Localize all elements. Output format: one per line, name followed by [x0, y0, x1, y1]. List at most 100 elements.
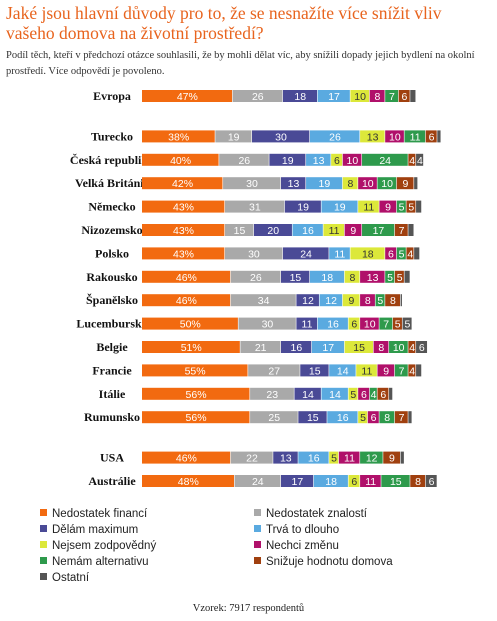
- data-label-polsko-nemam-alternativu: 5: [399, 248, 405, 260]
- data-label-australie-nechci-zmenu: 11: [365, 476, 376, 488]
- data-label-polsko-trva-to-dlouho: 11: [334, 248, 345, 260]
- bar-rumunsko-nejsem-zodpovedny: [358, 411, 368, 424]
- bar-italie-ostatni: [389, 387, 393, 400]
- data-label-usa-delam-maximum: 13: [280, 453, 292, 465]
- bar-polsko-nechci-zmenu: [385, 247, 397, 260]
- bar-nemecko-nechci-zmenu: [379, 200, 397, 213]
- data-label-italie-nemam-alternativu: 4: [371, 389, 377, 401]
- bar-velka-britanie-trva-to-dlouho: [306, 177, 343, 190]
- bar-rumunsko-nechci-zmenu: [367, 411, 379, 424]
- data-label-usa-snizuje-hodnotu-domova: 9: [389, 453, 395, 465]
- data-label-velka-britanie-delam-maximum: 13: [288, 178, 300, 190]
- data-label-polsko-snizuje-hodnotu-domova: 4: [407, 248, 413, 260]
- bar-velka-britanie-snizuje-hodnotu-domova: [396, 177, 414, 190]
- category-label-evropa: Evropa: [93, 89, 131, 103]
- bar-spanelsko-nedostatek-znalosti: [230, 294, 296, 307]
- bar-polsko-nemam-alternativu: [396, 247, 406, 260]
- data-label-nizozemsko-trva-to-dlouho: 16: [302, 225, 314, 237]
- data-label-lucembursko-delam-maximum: 11: [302, 319, 313, 331]
- legend-item-trva-to-dlouho: Trvá to dlouho: [254, 524, 339, 536]
- data-label-usa-trva-to-dlouho: 16: [308, 453, 320, 465]
- data-label-rumunsko-delam-maximum: 15: [307, 412, 319, 424]
- bar-rumunsko-nemam-alternativu: [379, 411, 395, 424]
- bar-turecko-trva-to-dlouho: [309, 130, 360, 143]
- bar-nemecko-ostatni: [416, 200, 422, 213]
- data-label-ceska-republika-nechci-zmenu: 10: [347, 155, 359, 167]
- bar-evropa-ostatni: [410, 90, 416, 102]
- bar-rakousko-nejsem-zodpovedny: [344, 270, 360, 283]
- bar-ceska-republika-nemam-alternativu: [362, 153, 408, 166]
- bar-ceska-republika-nejsem-zodpovedny: [331, 153, 343, 166]
- data-label-ceska-republika-delam-maximum: 19: [282, 155, 294, 167]
- data-label-evropa-snizuje-hodnotu-domova: 6: [402, 91, 408, 103]
- bar-nizozemsko-trva-to-dlouho: [292, 224, 323, 236]
- data-label-francie-nedostatek-znalosti: 27: [268, 365, 280, 377]
- data-label-polsko-nedostatek-znalosti: 30: [248, 248, 260, 260]
- data-label-belgie-nedostatek-znalosti: 21: [255, 342, 267, 354]
- chart-subtitle: Podíl těch, kteří v předchozí otázce sou…: [6, 50, 475, 77]
- legend-item-nedostatek-znalosti: Nedostatek znalostí: [254, 508, 367, 520]
- bar-velka-britanie-nejsem-zodpovedny: [342, 177, 358, 190]
- data-label-nemecko-nejsem-zodpovedny: 11: [363, 202, 374, 214]
- bar-velka-britanie-nedostatek-znalosti: [223, 177, 281, 190]
- bar-polsko-ostatni: [414, 247, 420, 260]
- data-label-nizozemsko-nemam-alternativu: 17: [373, 225, 385, 237]
- bar-australie-nemam-alternativu: [381, 475, 410, 487]
- category-label-belgie: Belgie: [96, 340, 128, 354]
- data-label-rumunsko-nedostatek-znalosti: 25: [268, 412, 280, 424]
- data-label-usa-nedostatek-znalosti: 22: [246, 453, 258, 465]
- data-label-velka-britanie-snizuje-hodnotu-domova: 9: [403, 178, 409, 190]
- data-label-nemecko-trva-to-dlouho: 19: [334, 202, 346, 214]
- bar-nemecko-nedostatek-financi: [142, 200, 225, 213]
- data-label-spanelsko-nejsem-zodpovedny: 9: [348, 295, 354, 307]
- data-label-francie-nemam-alternativu: 7: [399, 365, 405, 377]
- bar-polsko-nedostatek-znalosti: [224, 247, 283, 260]
- bar-lucembursko-ostatni: [402, 317, 412, 330]
- bar-polsko-nedostatek-financi: [142, 247, 225, 260]
- bar-turecko-delam-maximum: [252, 130, 310, 143]
- bar-francie-delam-maximum: [300, 364, 329, 377]
- bar-lucembursko-nechci-zmenu: [360, 317, 379, 330]
- data-label-rakousko-nemam-alternativu: 5: [387, 272, 393, 284]
- category-label-rakousko: Rakousko: [86, 270, 137, 284]
- category-label-velka-britanie: Velká Británie: [75, 176, 150, 190]
- bar-turecko-nemam-alternativu: [404, 130, 426, 143]
- bar-velka-britanie-nechci-zmenu: [358, 177, 377, 190]
- bar-belgie-nedostatek-financi: [142, 341, 240, 353]
- bar-nizozemsko-delam-maximum: [253, 224, 292, 236]
- bar-usa-nedostatek-znalosti: [230, 451, 273, 464]
- bar-belgie-trva-to-dlouho: [311, 341, 345, 353]
- bar-evropa-nemam-alternativu: [385, 90, 399, 102]
- data-label-lucembursko-trva-to-dlouho: 16: [327, 319, 339, 331]
- bar-australie-nechci-zmenu: [360, 475, 381, 487]
- bar-rumunsko-ostatni: [408, 411, 412, 424]
- data-label-turecko-snizuje-hodnotu-domova: 6: [429, 131, 435, 143]
- bar-francie-nemam-alternativu: [394, 364, 408, 377]
- data-label-lucembursko-nedostatek-financi: 50%: [180, 319, 201, 331]
- bar-usa-nemam-alternativu: [360, 451, 383, 464]
- bar-lucembursko-nedostatek-znalosti: [238, 317, 296, 330]
- bar-turecko-nejsem-zodpovedny: [360, 130, 385, 143]
- bar-italie-nedostatek-znalosti: [250, 387, 294, 400]
- data-label-ceska-republika-nedostatek-znalosti: 26: [238, 155, 250, 167]
- data-label-rakousko-nechci-zmenu: 13: [367, 272, 379, 284]
- bar-nemecko-snizuje-hodnotu-domova: [406, 200, 416, 213]
- bar-australie-delam-maximum: [280, 475, 314, 487]
- legend-item-nedostatek-financi: Nedostatek financí: [40, 508, 147, 520]
- data-label-nizozemsko-delam-maximum: 20: [267, 225, 279, 237]
- bar-ceska-republika-ostatni: [416, 153, 424, 166]
- bar-evropa-nedostatek-znalosti: [232, 90, 283, 102]
- bar-usa-nechci-zmenu: [338, 451, 360, 464]
- data-label-francie-delam-maximum: 15: [309, 365, 321, 377]
- bar-francie-ostatni: [416, 364, 422, 377]
- data-label-australie-snizuje-hodnotu-domova: 8: [415, 476, 421, 488]
- bar-spanelsko-ostatni: [400, 294, 402, 307]
- legend-item-delam-maximum: Dělám maximum: [40, 524, 138, 536]
- data-label-australie-ostatni: 6: [429, 476, 435, 488]
- data-label-francie-nejsem-zodpovedny: 11: [361, 365, 372, 377]
- bar-nizozemsko-nemam-alternativu: [362, 224, 395, 236]
- data-label-nizozemsko-snizuje-hodnotu-domova: 7: [399, 225, 405, 237]
- bar-usa-nejsem-zodpovedny: [329, 451, 339, 464]
- data-label-lucembursko-nechci-zmenu: 10: [364, 319, 376, 331]
- data-label-evropa-nemam-alternativu: 7: [389, 91, 395, 103]
